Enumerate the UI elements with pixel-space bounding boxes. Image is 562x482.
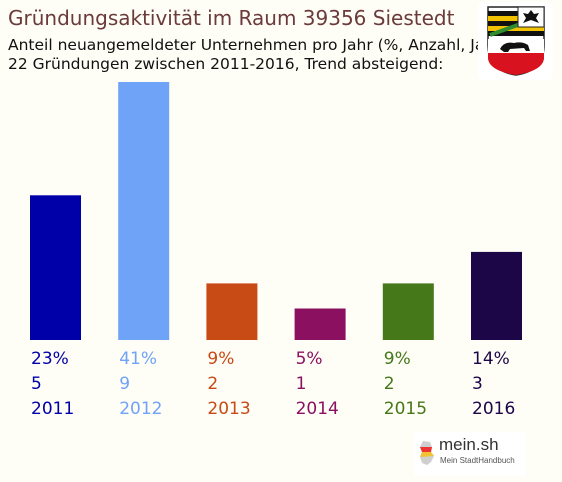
brand-tagline: Mein StadtHandbuch [440,456,515,465]
year-label-2012: 2012 [119,399,163,419]
count-label-2013: 2 [207,374,219,394]
percent-label-2013: 9% [207,349,235,369]
year-label-2014: 2014 [295,399,339,419]
bar-2011 [30,195,81,340]
germany-map-icon [420,441,434,465]
bar-2012 [118,82,170,340]
percent-label-2015: 9% [383,349,411,369]
count-label-2014: 1 [295,374,307,394]
percent-label-2014: 5% [295,349,323,369]
percent-label-2016: 14% [472,349,510,369]
chart-subtitle: Anteil neuangemeldeter Unternehmen pro J… [8,36,507,54]
percent-label-2012: 41% [119,349,157,369]
brand-logo[interactable]: mein.sh Mein StadtHandbuch [414,432,526,476]
year-label-2011: 2011 [31,399,75,419]
coat-of-arms-icon [478,2,553,80]
bar-2014 [294,308,346,340]
count-label-2016: 3 [472,374,483,394]
year-label-2016: 2016 [472,399,516,419]
chart-title: Gründungsaktivität im Raum 39356 Siested… [8,6,455,30]
count-label-2011: 5 [31,374,42,394]
chart-summary: 22 Gründungen zwischen 2011-2016, Trend … [8,55,444,73]
bar-2013 [206,283,258,340]
year-label-2013: 2013 [207,399,251,419]
count-label-2012: 9 [119,374,131,394]
year-label-2015: 2015 [383,399,428,419]
brand-name: mein.sh [439,435,499,454]
count-label-2015: 2 [383,374,395,394]
bar-2016 [471,251,522,340]
percent-label-2011: 23% [31,349,69,369]
bar-2015 [382,283,434,340]
